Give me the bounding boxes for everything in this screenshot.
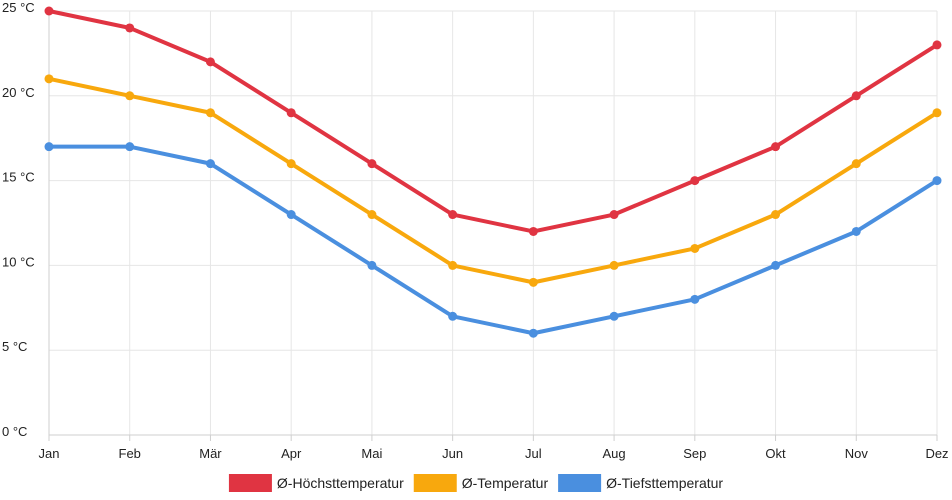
legend-label: Ø-Höchsttemperatur <box>277 475 404 491</box>
data-point[interactable] <box>771 142 781 152</box>
data-point[interactable] <box>205 159 215 169</box>
data-point[interactable] <box>367 210 377 220</box>
data-point[interactable] <box>448 210 458 220</box>
data-point[interactable] <box>44 74 54 84</box>
data-point[interactable] <box>932 108 942 118</box>
data-point[interactable] <box>367 260 377 270</box>
data-point[interactable] <box>771 210 781 220</box>
x-gridlines <box>48 11 938 441</box>
data-point[interactable] <box>125 91 135 101</box>
data-point[interactable] <box>528 277 538 287</box>
data-point[interactable] <box>448 311 458 321</box>
data-point[interactable] <box>609 210 619 220</box>
legend-item[interactable]: Ø-Temperatur <box>413 474 549 492</box>
data-point[interactable] <box>205 108 215 118</box>
data-point[interactable] <box>932 176 942 186</box>
data-point[interactable] <box>851 226 861 236</box>
legend-label: Ø-Temperatur <box>462 475 549 491</box>
series-layer <box>44 6 942 338</box>
legend-swatch <box>413 474 457 492</box>
series-2 <box>44 142 942 338</box>
x-tick-label: Mai <box>361 446 382 461</box>
data-point[interactable] <box>690 176 700 186</box>
y-tick-label: 10 °C <box>2 254 35 269</box>
data-point[interactable] <box>771 260 781 270</box>
series-line <box>47 9 939 234</box>
data-point[interactable] <box>851 91 861 101</box>
y-tick-label: 15 °C <box>2 170 35 185</box>
y-tick-label: 5 °C <box>2 339 27 354</box>
data-point[interactable] <box>44 6 54 16</box>
y-axis-ticks: 0 °C 5 °C 10 °C 15 °C 20 °C 25 °C <box>2 0 35 439</box>
x-tick-label: Jun <box>442 446 463 461</box>
x-tick-label: Jul <box>525 446 542 461</box>
x-tick-label: Okt <box>765 446 786 461</box>
series-line <box>47 144 939 336</box>
y-tick-label: 25 °C <box>2 0 35 15</box>
data-point[interactable] <box>286 108 296 118</box>
x-tick-label: Sep <box>683 446 706 461</box>
data-point[interactable] <box>125 142 135 152</box>
data-point[interactable] <box>367 159 377 169</box>
legend-item[interactable]: Ø-Tiefsttemperatur <box>558 474 723 492</box>
data-point[interactable] <box>205 57 215 67</box>
x-tick-label: Dez <box>925 446 948 461</box>
x-tick-label: Feb <box>119 446 141 461</box>
data-point[interactable] <box>932 40 942 50</box>
legend-item[interactable]: Ø-Höchsttemperatur <box>228 474 404 492</box>
x-axis-ticks: Jan Feb Mär Apr Mai Jun Jul Aug Sep Okt Nov Dez <box>39 446 949 461</box>
y-tick-label: 0 °C <box>2 424 27 439</box>
series-line <box>47 76 939 285</box>
legend-swatch <box>228 474 272 492</box>
x-tick-label: Apr <box>281 446 302 461</box>
data-point[interactable] <box>528 226 538 236</box>
data-point[interactable] <box>609 260 619 270</box>
legend-label: Ø-Tiefsttemperatur <box>606 475 723 491</box>
legend-swatch <box>558 474 602 492</box>
series-1 <box>44 74 942 287</box>
data-point[interactable] <box>851 159 861 169</box>
data-point[interactable] <box>286 159 296 169</box>
x-tick-label: Jan <box>39 446 60 461</box>
legend: Ø-Höchsttemperatur Ø-Temperatur Ø-Tiefstte… <box>228 474 723 492</box>
x-tick-label: Aug <box>603 446 626 461</box>
data-point[interactable] <box>44 142 54 152</box>
data-point[interactable] <box>609 311 619 321</box>
data-point[interactable] <box>528 328 538 338</box>
data-point[interactable] <box>690 294 700 304</box>
data-point[interactable] <box>286 210 296 220</box>
x-tick-label: Mär <box>199 446 222 461</box>
series-0 <box>44 6 942 236</box>
data-point[interactable] <box>448 260 458 270</box>
y-tick-label: 20 °C <box>2 85 35 100</box>
x-tick-label: Nov <box>845 446 869 461</box>
data-point[interactable] <box>690 243 700 253</box>
data-point[interactable] <box>125 23 135 33</box>
